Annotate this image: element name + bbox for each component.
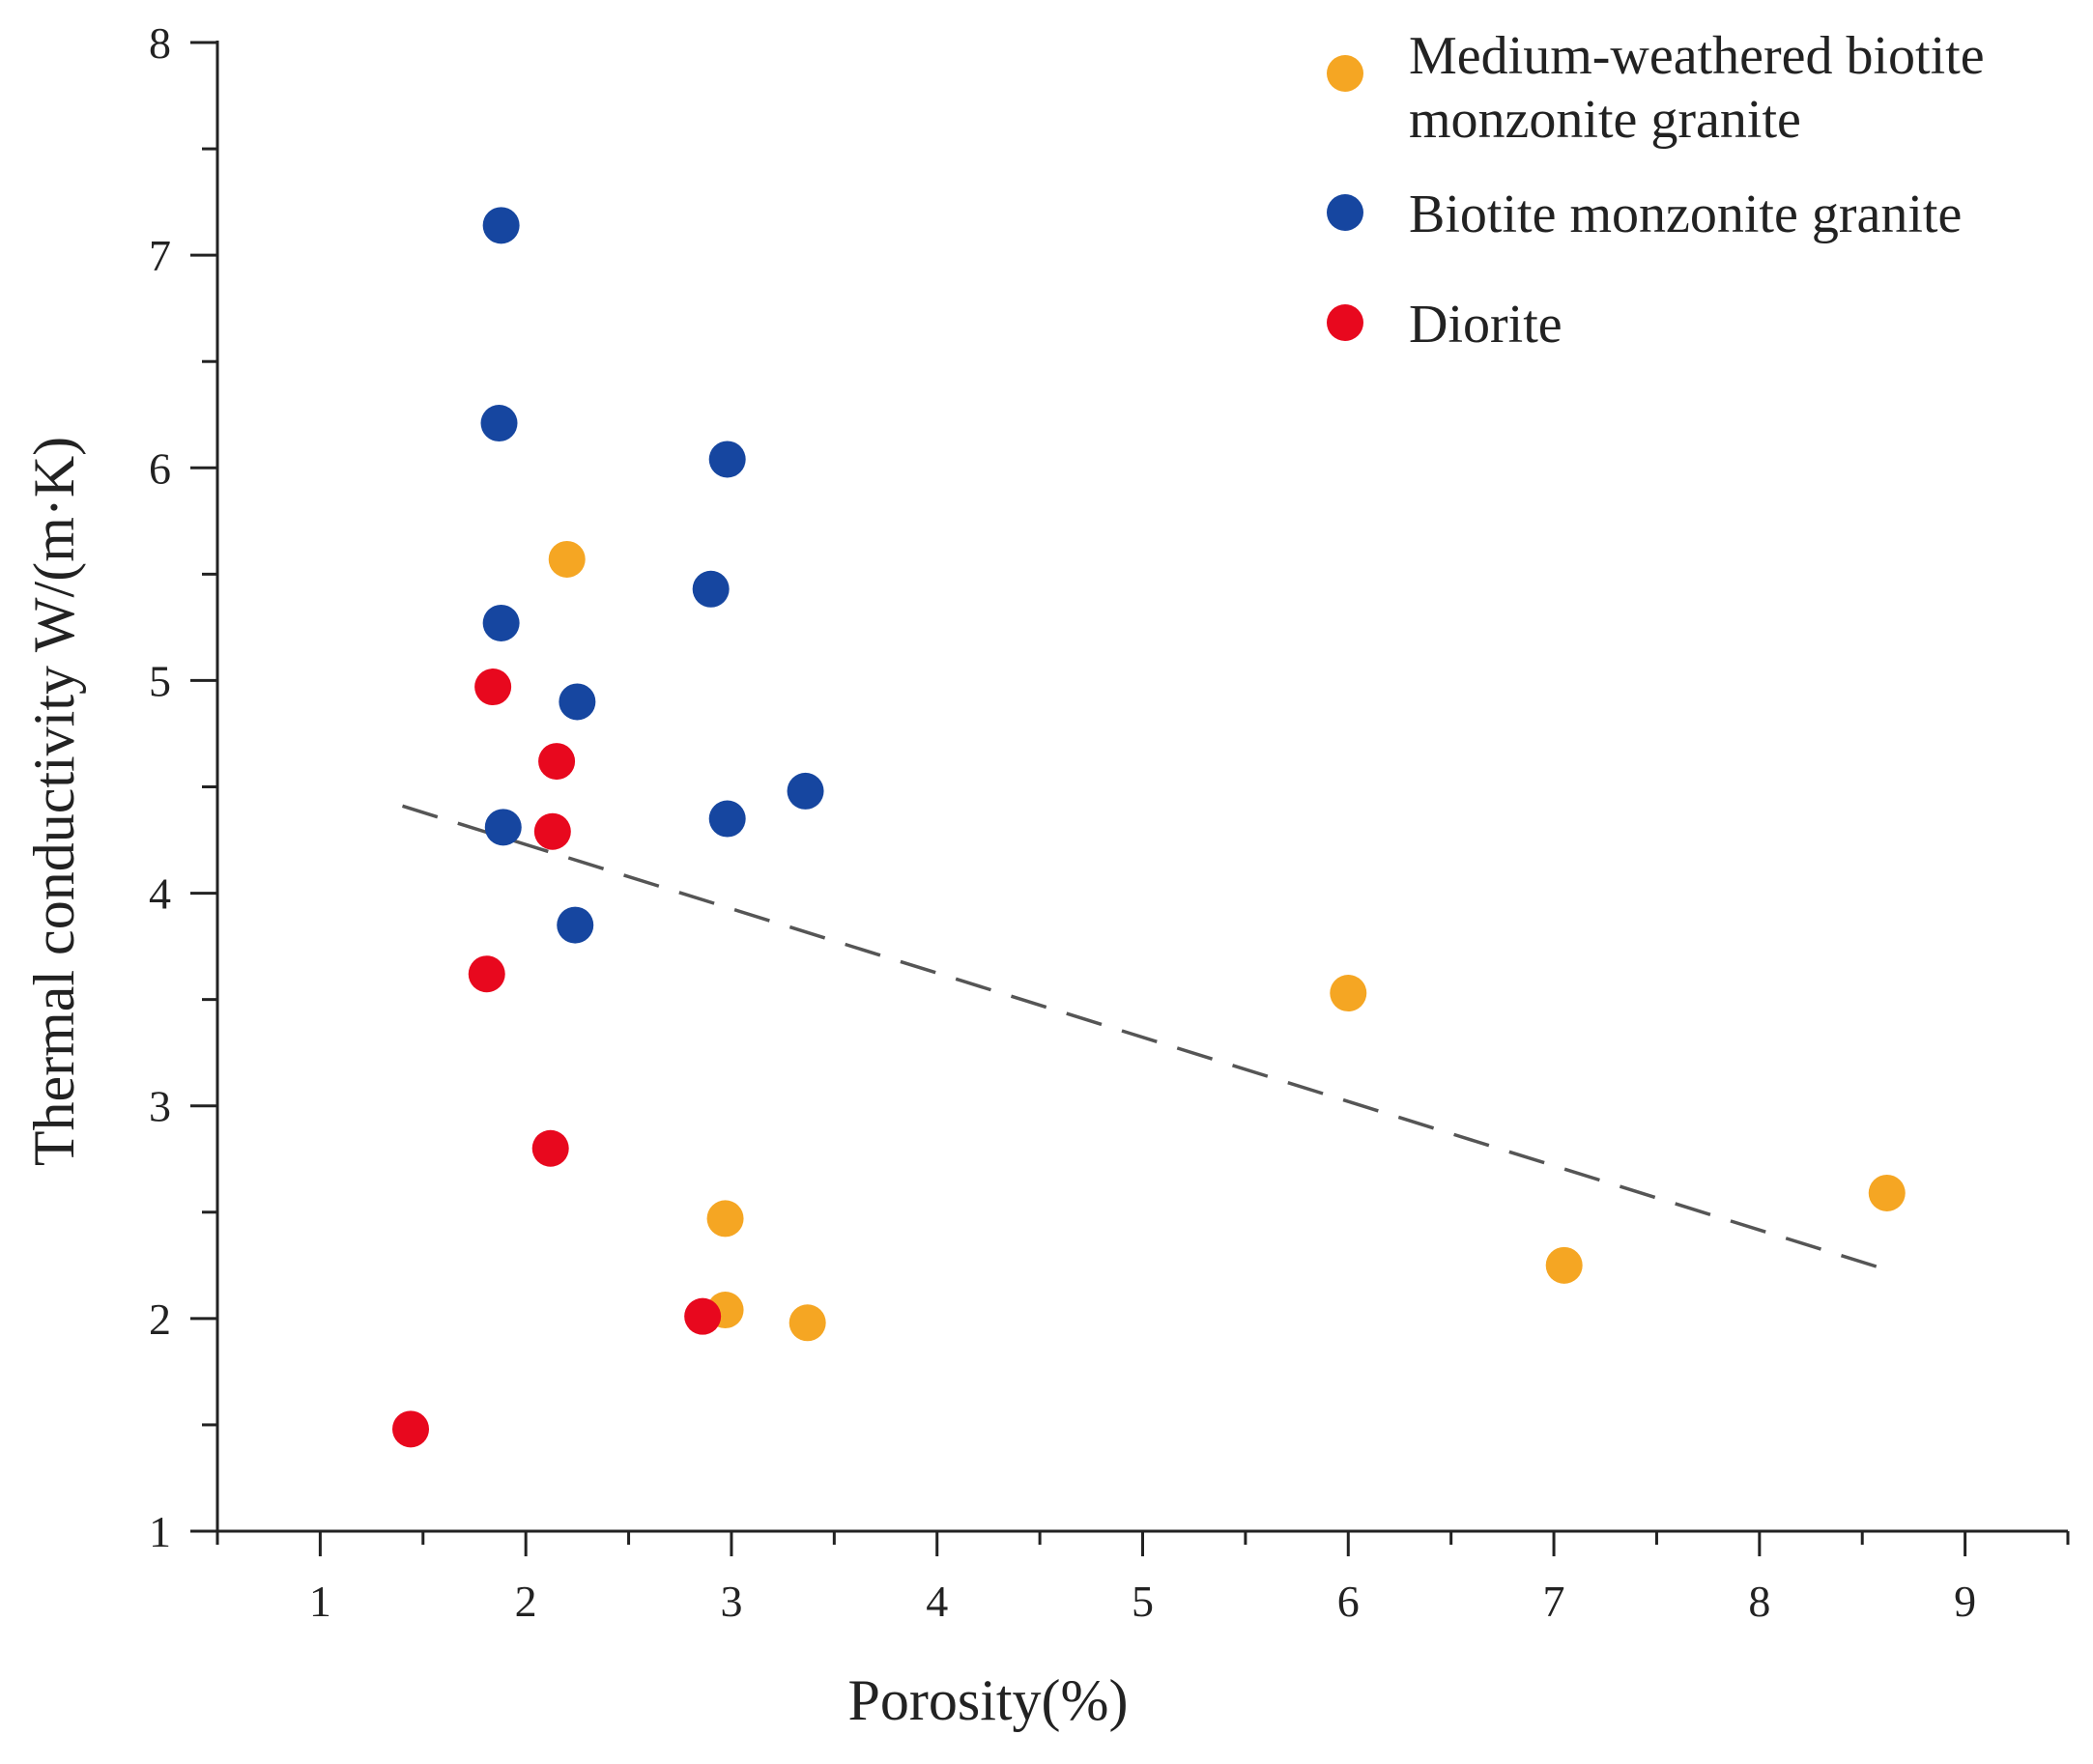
legend-marker (1327, 55, 1363, 92)
trendline-layer (401, 804, 1894, 1274)
data-points (392, 207, 1906, 1448)
legend-marker (1327, 304, 1363, 341)
axis-ticks: 1 2 3 4 5 6 7 8 1 2 3 4 5 6 7 8 9 (149, 18, 2070, 1626)
legend-item: Diorite (1327, 295, 1563, 355)
data-point (559, 683, 596, 721)
data-point (531, 1129, 569, 1167)
data-point (684, 1297, 722, 1335)
axes (215, 41, 2068, 1533)
y-tick-label: 2 (149, 1295, 171, 1344)
data-point (392, 1410, 430, 1448)
data-point (1330, 975, 1367, 1012)
x-tick-label: 2 (515, 1577, 537, 1626)
data-point (482, 604, 520, 641)
data-point (692, 570, 730, 608)
series-2 (480, 207, 824, 944)
data-point (482, 207, 520, 244)
y-tick-label: 6 (149, 443, 171, 493)
legend-item: Biotite monzonite granite (1327, 185, 1962, 244)
y-tick-label: 8 (149, 18, 171, 68)
data-point (708, 441, 746, 478)
data-point (548, 540, 586, 578)
x-tick-label: 1 (309, 1577, 331, 1626)
legend-marker (1327, 194, 1363, 231)
legend-label: Medium-weathered biotite (1409, 26, 1985, 86)
data-point (538, 743, 576, 781)
data-point (1868, 1174, 1906, 1211)
x-tick-label: 8 (1748, 1577, 1770, 1626)
data-point (480, 405, 518, 442)
data-point (484, 809, 522, 846)
y-tick-label: 4 (149, 869, 171, 919)
data-point (557, 906, 594, 944)
y-tick-label: 7 (149, 231, 171, 280)
x-tick-label: 9 (1954, 1577, 1976, 1626)
data-point (787, 772, 824, 810)
data-point (468, 955, 505, 993)
legend-label: Biotite monzonite granite (1409, 185, 1962, 244)
data-point (533, 812, 571, 850)
series-3 (392, 669, 722, 1448)
x-tick-label: 3 (720, 1577, 742, 1626)
y-axis-title: Thermal conductivity W/(m·K) (22, 437, 86, 1166)
y-tick-label: 3 (149, 1082, 171, 1131)
x-axis-title: Porosity(%) (848, 1668, 1129, 1732)
legend-label: monzonite granite (1409, 90, 1801, 150)
legend-label: Diorite (1409, 295, 1563, 355)
x-tick-label: 6 (1337, 1577, 1360, 1626)
data-point (708, 800, 746, 838)
data-point (1545, 1246, 1583, 1284)
data-point (788, 1304, 826, 1342)
trendline (401, 804, 1894, 1274)
x-tick-label: 4 (926, 1577, 948, 1626)
y-tick-label: 1 (149, 1507, 171, 1556)
y-tick-label: 5 (149, 656, 171, 705)
data-point (474, 669, 512, 706)
x-tick-label: 5 (1132, 1577, 1154, 1626)
series-1 (548, 540, 1906, 1342)
x-tick-label: 7 (1543, 1577, 1565, 1626)
data-point (706, 1200, 744, 1238)
